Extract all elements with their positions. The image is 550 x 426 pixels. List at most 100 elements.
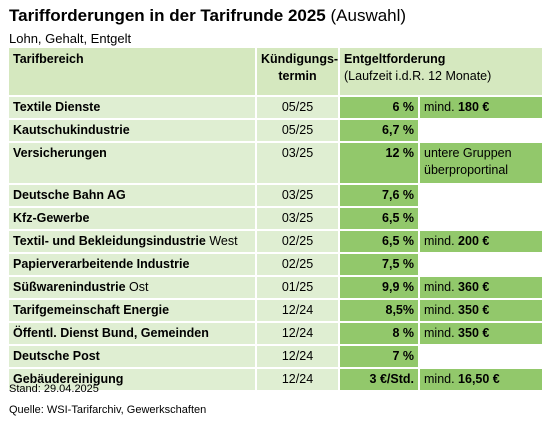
row-note: mind. 350 €: [420, 323, 545, 346]
row-note-text: mind.: [424, 234, 459, 248]
table-row: Kfz-Gewerbe 03/25 6,5 %: [9, 208, 545, 231]
row-area-name: Textile Dienste: [13, 100, 101, 114]
row-note-amount: 200 €: [458, 234, 490, 248]
header-term-line2: termin: [278, 69, 317, 83]
row-note: [420, 120, 545, 143]
row-note-text: mind.: [424, 372, 459, 386]
header-area: Tarifbereich: [9, 48, 257, 97]
row-value: 8 %: [340, 323, 420, 346]
row-area-suffix: Ost: [125, 280, 149, 294]
row-note-text: mind.: [424, 280, 459, 294]
title-suffix: (Auswahl): [330, 6, 407, 25]
row-area: Gebäudereinigung: [9, 369, 257, 392]
row-area-name: Versicherungen: [13, 146, 107, 160]
row-note: mind. 350 €: [420, 300, 545, 323]
table-row: Deutsche Post 12/24 7 %: [9, 346, 545, 369]
row-value: 7 %: [340, 346, 420, 369]
row-area-name: Deutsche Bahn AG: [13, 188, 126, 202]
row-value: 6,5 %: [340, 231, 420, 254]
row-note-text: untere Gruppen überproportinal: [424, 146, 512, 177]
row-value: 9,9 %: [340, 277, 420, 300]
row-note: mind. 16,50 €: [420, 369, 545, 392]
row-area: Kautschukindustrie: [9, 120, 257, 143]
row-area: Öffentl. Dienst Bund, Gemeinden: [9, 323, 257, 346]
row-area-name: Textil- und Bekleidungsindustrie: [13, 234, 206, 248]
row-term: 05/25: [257, 97, 340, 120]
row-note-text: mind.: [424, 100, 459, 114]
row-area-name: Deutsche Post: [13, 349, 100, 363]
row-note: [420, 185, 545, 208]
table-row: Gebäudereinigung 12/24 3 €/Std. mind. 16,50…: [9, 369, 545, 392]
row-note-amount: 16,50 €: [458, 372, 500, 386]
row-area: Versicherungen: [9, 143, 257, 185]
table-header-row: Tarifbereich Kündigungs-termin Entgeltfo…: [9, 48, 545, 97]
demands-table: Tarifbereich Kündigungs-termin Entgeltfo…: [9, 48, 545, 392]
row-area: Süßwarenindustrie Ost: [9, 277, 257, 300]
footer-source: Quelle: WSI-Tarifarchiv, Gewerkschaften: [9, 404, 207, 416]
row-area-name: Süßwarenindustrie: [13, 280, 126, 294]
table-row: Papierverarbeitende Industrie 02/25 7,5 %: [9, 254, 545, 277]
row-area: Textil- und Bekleidungsindustrie West: [9, 231, 257, 254]
row-note: [420, 254, 545, 277]
row-note-text: mind.: [424, 326, 459, 340]
title-main: Tarifforderungen in der Tarifrunde 2025: [9, 6, 326, 25]
row-note: mind. 360 €: [420, 277, 545, 300]
row-value: 12 %: [340, 143, 420, 185]
row-note: untere Gruppen überproportinal: [420, 143, 545, 185]
row-note-amount: 350 €: [458, 303, 490, 317]
row-value: 7,5 %: [340, 254, 420, 277]
row-value: 3 €/Std.: [340, 369, 420, 392]
table-row: Deutsche Bahn AG 03/25 7,6 %: [9, 185, 545, 208]
header-demand-line1: Entgeltforderung: [344, 52, 446, 66]
table-row: Öffentl. Dienst Bund, Gemeinden 12/24 8 % m…: [9, 323, 545, 346]
row-area-name: Kautschukindustrie: [13, 123, 130, 137]
row-term: 03/25: [257, 208, 340, 231]
row-area-suffix: West: [205, 234, 238, 248]
row-term: 12/24: [257, 300, 340, 323]
table-row: Kautschukindustrie 05/25 6,7 %: [9, 120, 545, 143]
row-term: 03/25: [257, 143, 340, 185]
row-note: mind. 180 €: [420, 97, 545, 120]
table-row: Süßwarenindustrie Ost 01/25 9,9 % mind. 360…: [9, 277, 545, 300]
row-area: Textile Dienste: [9, 97, 257, 120]
row-value: 6 %: [340, 97, 420, 120]
row-area-name: Tarifgemeinschaft Energie: [13, 303, 170, 317]
row-note-amount: 350 €: [458, 326, 490, 340]
row-term: 12/24: [257, 369, 340, 392]
row-area-name: Gebäudereinigung: [13, 372, 124, 386]
row-note-amount: 180 €: [458, 100, 490, 114]
row-value: 6,7 %: [340, 120, 420, 143]
table-row: Versicherungen 03/25 12 % untere Gruppen üb…: [9, 143, 545, 185]
row-term: 03/25: [257, 185, 340, 208]
page-title: Tarifforderungen in der Tarifrunde 2025 …: [9, 6, 406, 26]
row-note: mind. 200 €: [420, 231, 545, 254]
row-term: 02/25: [257, 231, 340, 254]
row-note-text: mind.: [424, 303, 459, 317]
row-term: 12/24: [257, 323, 340, 346]
row-area-name: Papierverarbeitende Industrie: [13, 257, 190, 271]
row-area: Tarifgemeinschaft Energie: [9, 300, 257, 323]
table-row: Textil- und Bekleidungsindustrie West 02/…: [9, 231, 545, 254]
header-term-line1: Kündigungs-: [261, 52, 339, 66]
row-note: [420, 208, 545, 231]
row-note: [420, 346, 545, 369]
row-area-name: Kfz-Gewerbe: [13, 211, 90, 225]
header-demand-line2: (Laufzeit i.d.R. 12 Monate): [344, 69, 492, 83]
row-value: 7,6 %: [340, 185, 420, 208]
row-term: 01/25: [257, 277, 340, 300]
row-term: 12/24: [257, 346, 340, 369]
header-term: Kündigungs-termin: [257, 48, 340, 97]
row-area: Deutsche Bahn AG: [9, 185, 257, 208]
footer-stand: Stand: 29.04.2025: [9, 383, 99, 395]
row-note-amount: 360 €: [458, 280, 490, 294]
row-value: 8,5%: [340, 300, 420, 323]
row-area: Kfz-Gewerbe: [9, 208, 257, 231]
row-term: 05/25: [257, 120, 340, 143]
row-area-name: Öffentl. Dienst Bund, Gemeinden: [13, 326, 209, 340]
row-area: Papierverarbeitende Industrie: [9, 254, 257, 277]
row-value: 6,5 %: [340, 208, 420, 231]
header-demand: Entgeltforderung (Laufzeit i.d.R. 12 Mona…: [340, 48, 545, 97]
page-subtitle: Lohn, Gehalt, Entgelt: [9, 31, 132, 46]
row-area: Deutsche Post: [9, 346, 257, 369]
table-row: Textile Dienste 05/25 6 % mind. 180 €: [9, 97, 545, 120]
